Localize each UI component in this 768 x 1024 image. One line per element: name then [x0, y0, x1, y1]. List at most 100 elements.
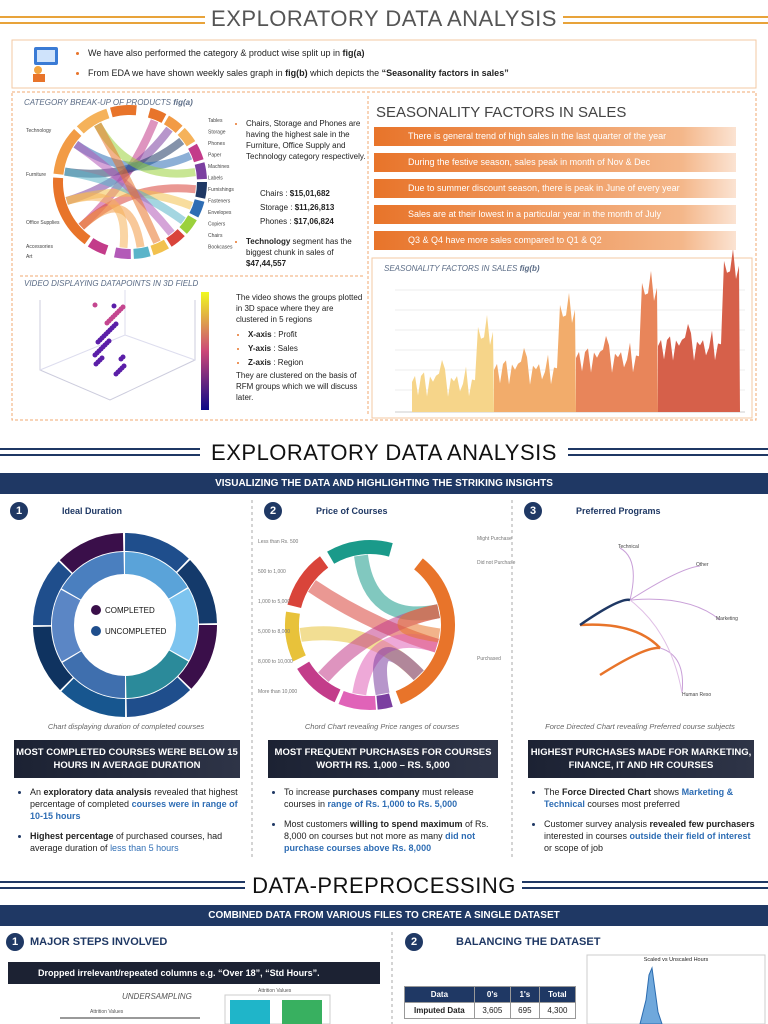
text-run: Most customers: [284, 819, 351, 829]
text-run: must release courses in: [284, 787, 474, 809]
decor: [126, 677, 191, 717]
node-label: Furniture: [26, 172, 46, 178]
div: CATEGORY BREAK-UP OF PRODUCTS fig(a): [24, 98, 193, 107]
node-label: Storage: [208, 130, 226, 136]
decor: [92, 302, 98, 308]
text-run: The: [544, 787, 563, 797]
decor: [33, 626, 73, 691]
node-label: More than 10,000: [258, 689, 297, 695]
factor: There is general trend of high sales in …: [374, 127, 736, 146]
decor: [92, 352, 98, 358]
decor: [110, 105, 137, 118]
node-label: Phones: [208, 141, 225, 147]
decor: [287, 556, 329, 609]
text: Total: [538, 986, 577, 1003]
node-label: Copiers: [208, 222, 226, 228]
sale: Storage : $11,26,813: [260, 202, 370, 213]
node-label: Technology: [26, 128, 52, 134]
decor: [78, 204, 145, 248]
decor: [124, 552, 188, 600]
decor: [376, 693, 393, 710]
text-run: Storage :: [260, 203, 295, 212]
bullet: An exploratory data analysis revealed th…: [30, 786, 242, 822]
text-run: $17,06,824: [293, 217, 334, 226]
decor: [118, 356, 124, 362]
text: 0's: [473, 986, 511, 1003]
sales-list: Chairs : $15,01,682 Storage : $11,26,813…: [260, 188, 370, 227]
label: UNDERSAMPLING: [122, 992, 192, 1001]
heading: SEASONALITY FACTORS IN SALES: [376, 104, 627, 121]
note: Technology segment has the biggest chunk…: [246, 236, 366, 269]
node-label: 1,000 to 5,000: [258, 599, 290, 605]
decor: [94, 122, 161, 244]
node-label: Envelopes: [208, 210, 232, 216]
node-label: Technical: [618, 544, 639, 550]
decor: [124, 533, 189, 572]
rect: [33, 74, 45, 82]
decor: [39, 300, 196, 401]
text: They are clustered on the basis of RFM g…: [236, 371, 358, 402]
node-label: Might Purchase: [477, 536, 512, 542]
decor: [194, 162, 207, 180]
rect: [282, 1000, 322, 1024]
node-label: Labels: [208, 176, 223, 182]
decor: [150, 239, 169, 256]
decor: [327, 540, 393, 564]
node-label: 8,000 to 10,000: [258, 659, 293, 665]
decor: [166, 229, 185, 247]
node-label: Paper: [208, 153, 222, 159]
text-run: revealed few purchasers: [649, 819, 755, 829]
factor: Q3 & Q4 have more sales compared to Q1 &…: [374, 231, 736, 250]
text-run: Customer survey analysis: [544, 819, 650, 829]
factor: During the festive season, sales peak in…: [374, 153, 736, 172]
legend-label: COMPLETED: [105, 606, 155, 615]
node-label: Machines: [208, 164, 230, 170]
text-run: purchases company: [332, 787, 420, 797]
circle: [34, 66, 42, 74]
decor: [111, 303, 117, 309]
ul: Chairs, Storage and Phones are having th…: [234, 118, 366, 170]
decor: [629, 565, 701, 601]
column-title: Price of Courses: [316, 506, 388, 516]
caption: Chart displaying duration of completed c…: [47, 722, 205, 731]
decor: [179, 215, 197, 234]
axis: Y-axis : Sales: [248, 343, 364, 354]
step-number: 2: [405, 933, 423, 951]
note: Chairs, Storage and Phones are having th…: [246, 118, 366, 162]
decor: [494, 292, 576, 412]
node-label: Human Reso: [682, 692, 711, 698]
caption: Chord Chart revealing Price ranges of co…: [304, 722, 460, 731]
rect: [230, 1000, 270, 1024]
decor: [397, 604, 441, 643]
decor: [189, 199, 205, 218]
decor: [133, 246, 151, 259]
rect: [11, 39, 757, 89]
text-run: “Seasonality factors in sales”: [381, 68, 509, 78]
node-label: Did not Purchase: [477, 560, 516, 566]
legend-label: UNCOMPLETED: [105, 627, 167, 636]
text-run: $15,01,682: [289, 189, 330, 198]
text-run: exploratory data analysis: [43, 787, 152, 797]
decor: [579, 623, 661, 649]
band: VISUALIZING THE DATA AND HIGHLIGHTING TH…: [0, 473, 768, 494]
decor: [87, 237, 109, 255]
rect: [371, 257, 753, 419]
decor: [65, 192, 129, 249]
tr: Data 0's 1's Total: [404, 986, 577, 1003]
node-label: Marketing: [716, 616, 738, 622]
node-label: 500 to 1,000: [258, 569, 286, 575]
decor: [61, 552, 125, 600]
text-run: $11,26,813: [294, 203, 335, 212]
text-run: To increase: [284, 787, 333, 797]
text-run: of Rs. 8,000 on courses but not more as …: [284, 819, 489, 841]
text: 695: [509, 1002, 540, 1019]
text-run: Technology: [246, 237, 291, 246]
text-run: Z-axis: [248, 358, 272, 367]
text-run: willing to spend maximum: [350, 819, 463, 829]
node-label: Accessories: [26, 244, 53, 250]
text-run: courses most preferred: [584, 799, 680, 809]
text-run: fig(b): [285, 68, 308, 78]
decor: [629, 599, 683, 694]
